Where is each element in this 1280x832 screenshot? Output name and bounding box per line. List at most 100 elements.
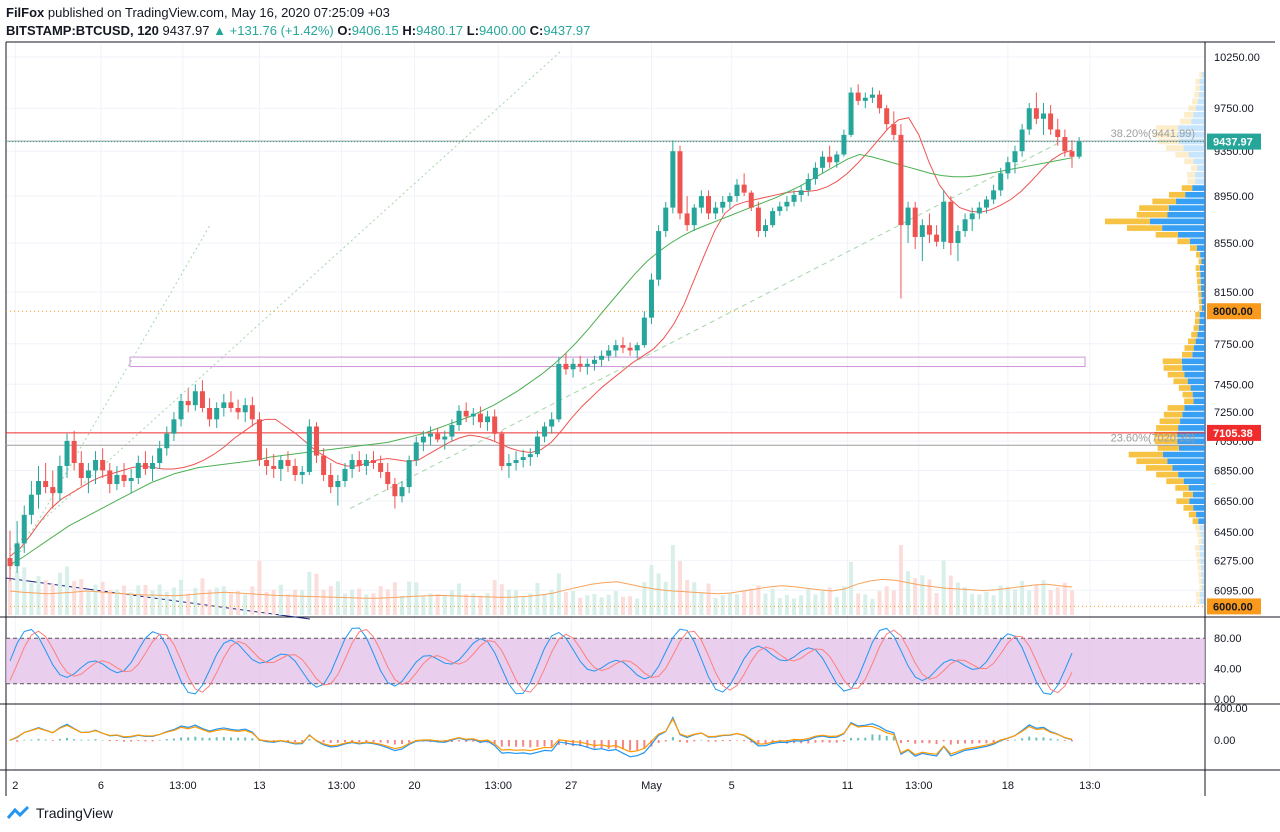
candle-body [399, 487, 405, 497]
candle-body [85, 470, 91, 478]
candle-body [470, 413, 476, 417]
macd-histogram-bar [23, 739, 26, 741]
macd-histogram-bar [842, 740, 845, 742]
volume-bar [549, 589, 554, 615]
candle-body [520, 457, 526, 461]
macd-histogram-bar [472, 740, 475, 742]
candle-body [884, 108, 890, 125]
horizontal-zone [129, 356, 1086, 368]
symbol-label[interactable]: BITSTAMP:BTCUSD, 120 [6, 23, 159, 38]
volume-bar [806, 587, 811, 615]
orange-level-tag-bg [1207, 303, 1261, 320]
candle-body [207, 407, 213, 420]
vp-row-down [1192, 518, 1199, 525]
macd-histogram-bar [992, 740, 995, 743]
vp-row-up [1197, 165, 1205, 171]
candle-body [363, 460, 369, 466]
volume-bar [400, 595, 405, 615]
vp-row-down [1195, 85, 1200, 91]
volume-bar [777, 598, 782, 615]
macd-histogram-bar [793, 740, 796, 744]
macd-histogram-bar [764, 740, 767, 745]
volume-bar [1048, 589, 1053, 615]
stoch-d-line [9, 628, 1073, 694]
stoch-tick-label: 80.00 [1214, 633, 1242, 645]
candle-body [777, 206, 783, 212]
candle-body [121, 474, 127, 482]
price-tick-label: 6850.00 [1214, 465, 1254, 477]
candle-body [242, 405, 248, 413]
footer: TradingView [6, 804, 113, 822]
volume-bar [293, 589, 298, 615]
candle-body [584, 363, 590, 367]
macd-histogram-bar [30, 739, 33, 741]
macd-histogram-bar [66, 737, 69, 741]
vp-row-up [1183, 478, 1205, 485]
volume-bar [799, 595, 804, 615]
vp-row-up [1176, 198, 1205, 205]
macd-histogram-bar [1035, 737, 1038, 741]
vp-row-up [1201, 305, 1205, 311]
author-name[interactable]: FilFox [6, 5, 45, 20]
volume-bar [649, 564, 654, 615]
horizontal-levels[interactable]: 38.20%(9441.99) 23.60%(7020.35) [6, 128, 1205, 607]
vp-row-down [1156, 471, 1179, 478]
price-tick-label: 6450.00 [1214, 527, 1254, 539]
macd-histogram-bar [294, 740, 297, 743]
candle-body [299, 471, 305, 475]
volume-bar [150, 590, 155, 615]
vp-row-down [1195, 545, 1200, 551]
macd-histogram-bar [956, 740, 959, 744]
macd-histogram-bar [736, 740, 739, 741]
tradingview-logo-icon[interactable] [6, 804, 32, 822]
vp-row-down [1156, 425, 1179, 431]
candle-body [998, 173, 1004, 191]
tradingview-brand[interactable]: TradingView [36, 805, 114, 821]
volume-bar [877, 591, 882, 615]
macd-histogram-bar [850, 737, 853, 741]
vp-row-down [1182, 391, 1193, 398]
vp-row-down [1194, 91, 1200, 98]
time-tick-label: 6 [98, 780, 104, 792]
volume-bar [79, 579, 84, 615]
macd-histogram-bar [237, 737, 240, 741]
volume-bar [314, 573, 319, 615]
candle-body [955, 231, 961, 243]
macd-histogram-bar [686, 740, 689, 743]
vp-row-down [1163, 365, 1183, 371]
vp-row-up [1199, 545, 1205, 551]
volume-bar [1041, 580, 1046, 615]
macd-histogram-bar [215, 737, 218, 741]
candle-body [1026, 108, 1032, 130]
candle-body [14, 543, 20, 567]
vp-row-up [1201, 578, 1205, 585]
volume-bar [884, 586, 889, 615]
candle-body [228, 402, 234, 408]
pink-zone [129, 356, 1086, 368]
macd-histogram-bar [151, 740, 154, 742]
candle-body [328, 474, 334, 488]
time-tick-label: 13:00 [328, 780, 356, 792]
candle-body [1062, 137, 1068, 152]
candles[interactable] [7, 84, 1082, 582]
candle-body [420, 436, 426, 443]
vp-row-down [1198, 258, 1202, 265]
vp-row-up [1193, 505, 1205, 511]
volume-bar [856, 593, 861, 615]
candle-body [748, 192, 754, 208]
volume-bar [378, 586, 383, 615]
vp-row-up [1200, 598, 1205, 604]
candle-body [684, 213, 690, 226]
price-axis[interactable]: 6095.006275.006450.006650.006850.007050.… [1214, 52, 1260, 747]
macd-histogram-bar [593, 740, 596, 749]
volume-bar [428, 593, 433, 615]
vp-row-up [1192, 391, 1205, 398]
volume-bar [677, 561, 682, 615]
orange-level-tag-text: 6000.00 [1213, 601, 1253, 613]
time-axis[interactable]: 2 6 13:00 13 13:00 20 13:00 27 May 5 11 13:00 18 13:0 [12, 780, 1100, 792]
macd-histogram-bar [1028, 736, 1031, 741]
volume-bar [599, 597, 604, 615]
vp-row-down [1191, 331, 1198, 338]
vp-row-up [1167, 458, 1205, 465]
